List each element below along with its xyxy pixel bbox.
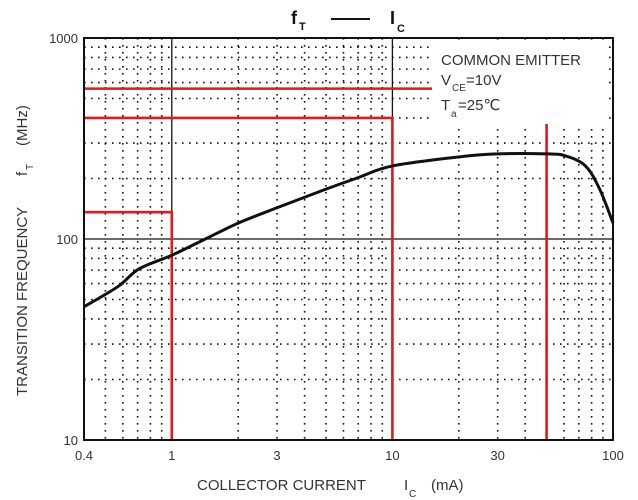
y-axis-label: TRANSITION FREQUENCY f T (MHz) [14,105,36,396]
title-left: f [291,8,298,28]
x-tick-label: 100 [602,448,624,463]
annotation-ta-value: =25℃ [458,97,500,114]
y-axis-label-unit: (MHz) [14,105,31,146]
y-axis-label-symbol-sub: T [25,164,36,170]
x-axis-label: COLLECTOR CURRENT I C (mA) [197,477,464,500]
title-left-sub: T [299,21,306,33]
reference-lines [84,87,548,440]
x-tick-label: 30 [490,448,504,463]
x-axis-label-symbol: I [404,477,408,494]
marker-1mA-line [84,210,174,440]
title-right: I [390,8,395,28]
y-tick-label: 100 [56,232,78,247]
x-axis-label-symbol-sub: C [409,489,416,500]
marker-50mA-line [84,87,548,440]
x-axis-label-unit: (mA) [431,477,464,494]
annotation-vce-sub: CE [452,83,466,94]
chart-title: f T I C [291,8,405,35]
annotation-vce-main: V [441,72,451,89]
y-axis-label-symbol: f [14,171,31,176]
x-tick-label: 0.4 [75,448,93,463]
series-line-fT [83,152,615,309]
annotation-ta-main: T [441,97,450,114]
x-tick-label: 3 [273,448,280,463]
annotation: COMMON EMITTER V CE =10V T a =25℃ [432,44,608,124]
x-axis-ticks: 0.4 1 3 10 30 100 [75,448,624,463]
annotation-background [432,44,608,124]
y-axis-ticks: 10 100 1000 [49,31,78,448]
y-tick-label: 10 [64,433,78,448]
title-right-sub: C [397,23,405,35]
x-axis-label-main: COLLECTOR CURRENT [197,477,366,494]
annotation-vce-value: =10V [466,72,501,89]
x-tick-label: 1 [168,448,175,463]
annotation-ta-sub: a [451,109,457,120]
y-axis-label-main: TRANSITION FREQUENCY [14,207,31,396]
plot-frame [83,37,614,441]
marker-10mA-line [84,116,394,440]
x-tick-label: 10 [385,448,399,463]
y-tick-label: 1000 [49,31,78,46]
annotation-common-emitter: COMMON EMITTER [441,52,581,69]
data-series [83,152,615,309]
